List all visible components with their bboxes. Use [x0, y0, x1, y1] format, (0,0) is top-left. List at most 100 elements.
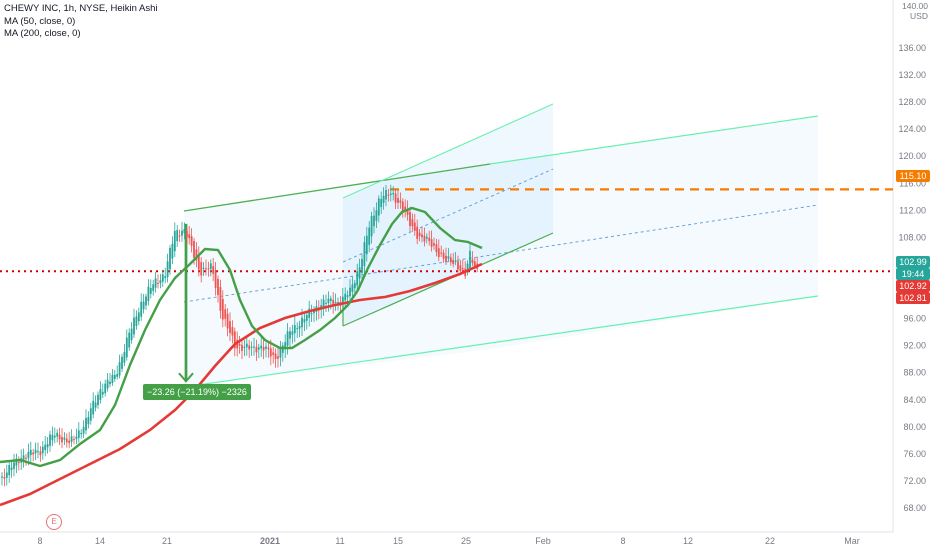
candle-body — [185, 231, 188, 238]
candle-body — [89, 408, 92, 421]
y-tick-label: 72.00 — [903, 476, 926, 486]
candle-body — [77, 430, 80, 438]
candle-body — [137, 312, 140, 322]
candle-body — [118, 362, 121, 376]
candle-body — [197, 254, 200, 270]
candle-body — [346, 295, 349, 298]
candle-body — [195, 249, 198, 261]
candle-body — [145, 296, 147, 306]
legend-ma200[interactable]: MA (200, close, 0) — [4, 28, 81, 39]
candle-body — [147, 286, 150, 302]
y-tick-label: 84.00 — [903, 395, 926, 405]
candle-body — [154, 278, 157, 288]
candle-body — [22, 455, 25, 461]
candle-body — [440, 252, 443, 254]
candle-body — [351, 284, 354, 292]
y-tick-label: 108.00 — [898, 232, 926, 242]
candle-body — [65, 438, 68, 443]
candle-body — [157, 282, 159, 284]
candle-body — [85, 417, 87, 431]
measure-label: −23.26 (−21.19%) −2326 — [143, 384, 251, 400]
candle-body — [279, 348, 282, 358]
earnings-badge[interactable]: E — [46, 514, 62, 530]
x-tick-label: 2021 — [260, 536, 280, 546]
candle-body — [87, 416, 90, 425]
currency-unit[interactable]: USD — [910, 11, 928, 21]
candle-body — [250, 346, 253, 348]
candle-body — [401, 201, 404, 212]
candle-body — [207, 268, 210, 270]
candle-body — [125, 337, 128, 358]
candle-body — [63, 437, 66, 440]
sub-channel-fill — [343, 104, 553, 326]
candle-body — [10, 467, 13, 471]
candle-body — [25, 457, 27, 459]
candle-body — [356, 271, 359, 286]
candle-body — [229, 321, 231, 334]
candle-body — [327, 298, 330, 304]
countdown-tag: 19:44 — [896, 268, 930, 280]
candle-body — [461, 268, 464, 270]
legend-title[interactable]: CHEWY INC, 1h, NYSE, Heikin Ashi — [4, 3, 158, 14]
candle-body — [435, 244, 438, 253]
y-tick-label: 124.00 — [898, 124, 926, 134]
candle-body — [166, 261, 169, 278]
candle-body — [56, 432, 59, 437]
candle-body — [169, 248, 171, 270]
candle-body — [358, 267, 361, 279]
candle-body — [80, 432, 83, 435]
y-tick-label: 120.00 — [898, 151, 926, 161]
measure-arrow-head — [178, 372, 194, 383]
candle-body — [308, 308, 311, 318]
candle-body — [445, 255, 447, 262]
candle-body — [473, 261, 476, 267]
candle-body — [373, 215, 375, 227]
candle-body — [471, 259, 474, 264]
candle-body — [128, 332, 131, 348]
candle-body — [245, 343, 248, 348]
candle-body — [421, 234, 423, 238]
resistance-price-tag: 115.10 — [896, 170, 930, 182]
x-tick-label: 15 — [393, 536, 403, 546]
candle-body — [409, 211, 411, 227]
candle-body — [37, 451, 39, 453]
candle-body — [449, 257, 452, 263]
x-tick-label: 12 — [683, 536, 693, 546]
candle-body — [389, 193, 392, 195]
x-tick-label: Mar — [844, 536, 860, 546]
candle-body — [176, 229, 179, 242]
candle-body — [394, 193, 397, 203]
candle-body — [387, 194, 390, 196]
candle-body — [281, 345, 284, 353]
candle-body — [188, 234, 191, 239]
candle-body — [116, 373, 119, 377]
ma50-price-tag: 102.92 — [896, 280, 930, 292]
candle-body — [267, 347, 270, 350]
x-tick-label: 25 — [461, 536, 471, 546]
candle-body — [53, 435, 56, 438]
candle-body — [68, 440, 71, 444]
candle-body — [406, 209, 409, 215]
candle-body — [34, 449, 37, 454]
candle-body — [341, 296, 344, 304]
candle-body — [27, 451, 30, 459]
x-tick-label: 8 — [620, 536, 625, 546]
candle-body — [221, 298, 224, 320]
candle-body — [329, 298, 332, 302]
legend-ma50[interactable]: MA (50, close, 0) — [4, 15, 76, 27]
candle-body — [452, 259, 455, 264]
candle-body — [459, 265, 462, 271]
candle-body — [243, 346, 246, 348]
candle-body — [193, 241, 195, 258]
candle-body — [217, 279, 219, 295]
candle-body — [269, 348, 272, 357]
candle-body — [322, 299, 325, 308]
channel-upper-dark — [183, 163, 491, 212]
y-tick-label: 132.00 — [898, 70, 926, 80]
candle-body — [442, 252, 445, 259]
y-tick-label: 80.00 — [903, 422, 926, 432]
candle-body — [469, 250, 471, 269]
candle-body — [29, 449, 32, 456]
